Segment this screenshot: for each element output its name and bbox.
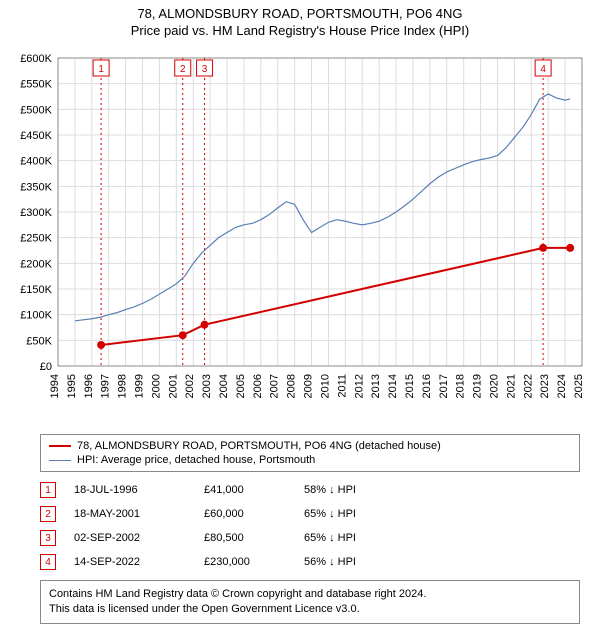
svg-text:£400K: £400K [20,156,52,168]
legend-label: HPI: Average price, detached house, Port… [77,454,315,466]
svg-text:2000: 2000 [150,374,162,398]
svg-text:2004: 2004 [218,374,230,398]
legend-swatch [49,445,71,447]
svg-text:2016: 2016 [421,374,433,398]
svg-text:1: 1 [98,64,104,75]
svg-text:£450K: £450K [20,130,52,142]
svg-text:2005: 2005 [235,374,247,398]
transactions-table: 1 18-JUL-1996£41,00058% ↓ HPI 2 18-MAY-2001… [40,478,580,574]
title-subtitle: Price paid vs. HM Land Registry's House … [10,23,590,38]
svg-text:2018: 2018 [455,374,467,398]
svg-text:2003: 2003 [201,374,213,398]
svg-text:2015: 2015 [404,374,416,398]
transaction-row: 3 02-SEP-2002£80,50065% ↓ HPI [40,526,580,550]
svg-text:2009: 2009 [303,374,315,398]
svg-text:£250K: £250K [20,233,52,245]
chart-title: 78, ALMONDSBURY ROAD, PORTSMOUTH, PO6 4N… [0,0,600,38]
svg-text:2019: 2019 [472,374,484,398]
svg-text:1998: 1998 [117,374,129,398]
transaction-date: 02-SEP-2002 [74,532,204,544]
svg-text:3: 3 [202,64,208,75]
svg-text:1995: 1995 [66,374,78,398]
legend-label: 78, ALMONDSBURY ROAD, PORTSMOUTH, PO6 4N… [77,440,441,452]
legend-swatch [49,460,71,461]
legend: 78, ALMONDSBURY ROAD, PORTSMOUTH, PO6 4N… [40,434,580,472]
transaction-date: 18-MAY-2001 [74,508,204,520]
svg-text:2025: 2025 [573,374,585,398]
figure-container: 78, ALMONDSBURY ROAD, PORTSMOUTH, PO6 4N… [0,0,600,624]
svg-text:1994: 1994 [49,374,61,398]
svg-text:2002: 2002 [184,374,196,398]
transaction-marker: 3 [40,530,56,546]
svg-text:£300K: £300K [20,207,52,219]
svg-text:£0: £0 [40,361,52,373]
transaction-price: £41,000 [204,484,304,496]
svg-text:£50K: £50K [26,335,52,347]
transaction-marker: 4 [40,554,56,570]
transaction-diff: 65% ↓ HPI [304,532,424,544]
legend-row: 78, ALMONDSBURY ROAD, PORTSMOUTH, PO6 4N… [49,439,571,453]
svg-text:2010: 2010 [319,374,331,398]
svg-text:1997: 1997 [100,374,112,398]
svg-text:1999: 1999 [134,374,146,398]
svg-text:2: 2 [180,64,186,75]
svg-text:2008: 2008 [286,374,298,398]
legend-row: HPI: Average price, detached house, Port… [49,453,571,467]
footnote-line1: Contains HM Land Registry data © Crown c… [49,587,571,602]
svg-text:£350K: £350K [20,181,52,193]
svg-text:£200K: £200K [20,258,52,270]
transaction-price: £80,500 [204,532,304,544]
transaction-diff: 58% ↓ HPI [304,484,424,496]
svg-text:£550K: £550K [20,79,52,91]
transaction-diff: 65% ↓ HPI [304,508,424,520]
svg-text:2012: 2012 [353,374,365,398]
transaction-date: 18-JUL-1996 [74,484,204,496]
transaction-marker: 1 [40,482,56,498]
svg-text:4: 4 [540,64,546,75]
transaction-price: £230,000 [204,556,304,568]
transaction-row: 1 18-JUL-1996£41,00058% ↓ HPI [40,478,580,502]
transaction-marker: 2 [40,506,56,522]
transaction-row: 2 18-MAY-2001£60,00065% ↓ HPI [40,502,580,526]
title-address: 78, ALMONDSBURY ROAD, PORTSMOUTH, PO6 4N… [10,6,590,21]
svg-text:2023: 2023 [539,374,551,398]
svg-text:£150K: £150K [20,284,52,296]
svg-text:£100K: £100K [20,310,52,322]
svg-text:2022: 2022 [522,374,534,398]
svg-text:1996: 1996 [83,374,95,398]
transaction-row: 4 14-SEP-2022£230,00056% ↓ HPI [40,550,580,574]
transaction-diff: 56% ↓ HPI [304,556,424,568]
chart-svg: £0 £50K £100K £150K £200K £250K £300K £350K £400… [10,46,590,426]
transaction-date: 14-SEP-2022 [74,556,204,568]
svg-text:2020: 2020 [488,374,500,398]
svg-text:2021: 2021 [505,374,517,398]
footnote-line2: This data is licensed under the Open Gov… [49,602,571,617]
footnote: Contains HM Land Registry data © Crown c… [40,580,580,624]
svg-text:2013: 2013 [370,374,382,398]
svg-text:2006: 2006 [252,374,264,398]
svg-text:2014: 2014 [387,374,399,398]
svg-text:2001: 2001 [167,374,179,398]
chart-area: £0 £50K £100K £150K £200K £250K £300K £350K £400… [10,46,590,426]
svg-text:2007: 2007 [269,374,281,398]
transaction-price: £60,000 [204,508,304,520]
svg-text:£600K: £600K [20,53,52,65]
svg-text:2011: 2011 [336,374,348,398]
svg-text:£500K: £500K [20,104,52,116]
svg-text:2024: 2024 [556,374,568,398]
svg-text:2017: 2017 [438,374,450,398]
